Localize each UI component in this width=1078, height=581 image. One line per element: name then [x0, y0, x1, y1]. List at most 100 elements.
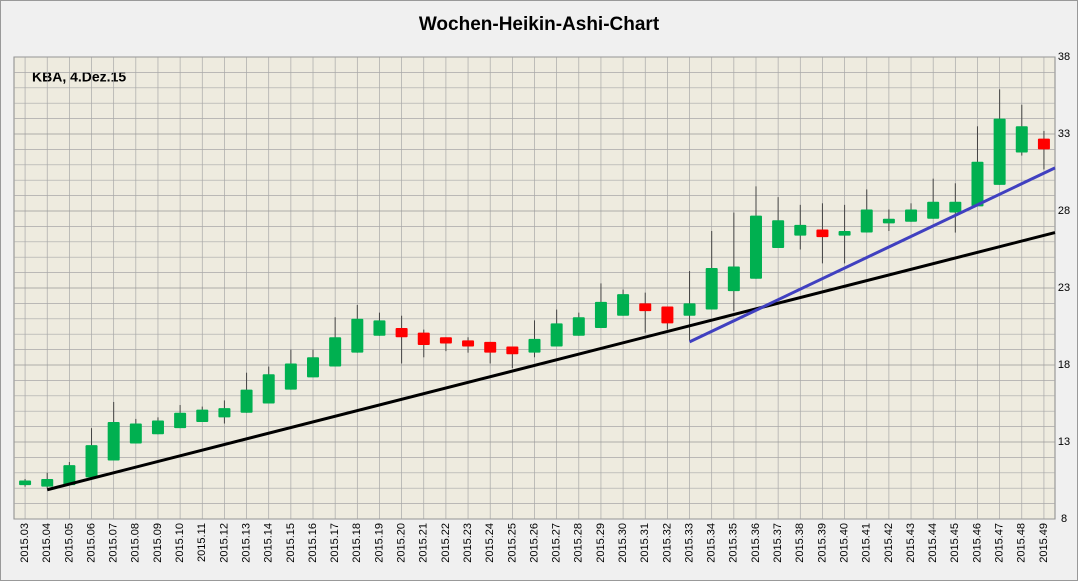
candle-body — [927, 201, 940, 219]
x-tick-label: 2015.48 — [1016, 523, 1028, 563]
candle-body — [550, 323, 563, 347]
candle-body — [683, 303, 696, 316]
x-tick-label: 2015.05 — [63, 523, 75, 563]
x-tick-label: 2015.28 — [573, 523, 585, 563]
candle-body — [218, 408, 231, 418]
x-tick-label: 2015.41 — [861, 523, 873, 563]
candle-body — [151, 420, 164, 435]
candle-body — [63, 465, 76, 486]
x-tick-label: 2015.30 — [617, 523, 629, 563]
candle-body — [639, 303, 652, 312]
candle-body — [439, 337, 452, 344]
x-tick-label: 2015.49 — [1038, 523, 1050, 563]
x-tick-label: 2015.40 — [838, 523, 850, 563]
candle-body — [1015, 126, 1028, 153]
candle-body — [528, 338, 541, 353]
x-tick-label: 2015.09 — [152, 523, 164, 563]
candle-body — [129, 423, 142, 444]
x-tick-label: 2015.03 — [19, 523, 31, 563]
x-tick-label: 2015.35 — [728, 523, 740, 563]
x-tick-label: 2015.22 — [440, 523, 452, 563]
y-tick-label: 33 — [1058, 128, 1070, 140]
candle-body — [351, 318, 364, 353]
candle-body — [174, 412, 187, 429]
x-tick-label: 2015.27 — [551, 523, 563, 563]
candle-body — [462, 340, 475, 347]
candle-body — [594, 301, 607, 329]
x-tick-label: 2015.18 — [351, 523, 363, 563]
x-tick-label: 2015.29 — [595, 523, 607, 563]
candle-body — [661, 306, 674, 324]
candle-body — [19, 480, 32, 486]
x-tick-label: 2015.14 — [263, 523, 275, 563]
candle-body — [329, 337, 342, 367]
x-tick-label: 2015.46 — [971, 523, 983, 563]
y-tick-label: 13 — [1058, 436, 1070, 448]
trend-line — [46, 231, 1056, 492]
x-tick-label: 2015.36 — [750, 523, 762, 563]
x-tick-label: 2015.04 — [41, 523, 53, 563]
candle-body — [395, 328, 408, 338]
trend-line — [688, 166, 1056, 344]
candle-body — [506, 346, 519, 355]
y-tick-label: 8 — [1061, 513, 1067, 525]
candle-body — [240, 389, 253, 413]
x-tick-label: 2015.13 — [240, 523, 252, 563]
candle-body — [484, 341, 497, 353]
annotation: KBA, 4.Dez.15 — [32, 69, 126, 85]
candle-body — [572, 317, 585, 336]
y-tick-label: 18 — [1058, 359, 1070, 371]
candle-body — [373, 320, 386, 336]
x-tick-label: 2015.17 — [329, 523, 341, 563]
x-tick-label: 2015.23 — [462, 523, 474, 563]
candle-body — [971, 161, 984, 207]
x-tick-label: 2015.11 — [196, 523, 208, 562]
x-tick-label: 2015.19 — [373, 523, 385, 563]
candle-body — [882, 218, 895, 224]
y-tick-label: 23 — [1058, 282, 1070, 294]
x-tick-label: 2015.08 — [130, 523, 142, 563]
x-tick-label: 2015.33 — [683, 523, 695, 563]
x-tick-label: 2015.10 — [174, 523, 186, 563]
candle-body — [85, 445, 98, 478]
candle-body — [772, 220, 785, 248]
x-tick-label: 2015.12 — [218, 523, 230, 563]
candle-body — [617, 294, 630, 316]
x-tick-label: 2015.31 — [639, 523, 651, 563]
chart-title: Wochen-Heikin-Ashi-Chart — [419, 14, 660, 35]
candle-body — [727, 266, 740, 292]
candle-body — [816, 229, 829, 238]
candle-body — [705, 267, 718, 310]
y-tick-label: 28 — [1058, 205, 1070, 217]
candle-body — [196, 409, 209, 422]
x-tick-label: 2015.44 — [927, 523, 939, 563]
x-tick-label: 2015.37 — [772, 523, 784, 563]
candle-body — [284, 363, 297, 390]
candle-body — [107, 421, 120, 461]
x-tick-label: 2015.38 — [794, 523, 806, 563]
x-tick-label: 2015.25 — [506, 523, 518, 563]
x-tick-label: 2015.32 — [661, 523, 673, 563]
x-tick-label: 2015.20 — [396, 523, 408, 563]
x-tick-label: 2015.42 — [883, 523, 895, 563]
candle-body — [860, 209, 873, 233]
candle-body — [838, 231, 851, 236]
candle-body — [993, 118, 1006, 185]
x-tick-label: 2015.06 — [85, 523, 97, 563]
x-tick-label: 2015.15 — [285, 523, 297, 563]
candle-body — [794, 224, 807, 236]
x-tick-label: 2015.16 — [307, 523, 319, 563]
candle-body — [307, 357, 320, 378]
candle-body — [949, 201, 962, 213]
x-tick-label: 2015.43 — [905, 523, 917, 563]
candle-body — [1037, 138, 1050, 150]
candle-body — [749, 215, 762, 279]
x-tick-label: 2015.24 — [484, 523, 496, 563]
x-tick-label: 2015.21 — [418, 523, 430, 563]
candle-body — [417, 332, 430, 345]
x-tick-label: 2015.39 — [816, 523, 828, 563]
y-tick-label: 38 — [1058, 51, 1070, 63]
x-tick-label: 2015.47 — [994, 523, 1006, 563]
candle-body — [905, 209, 918, 222]
